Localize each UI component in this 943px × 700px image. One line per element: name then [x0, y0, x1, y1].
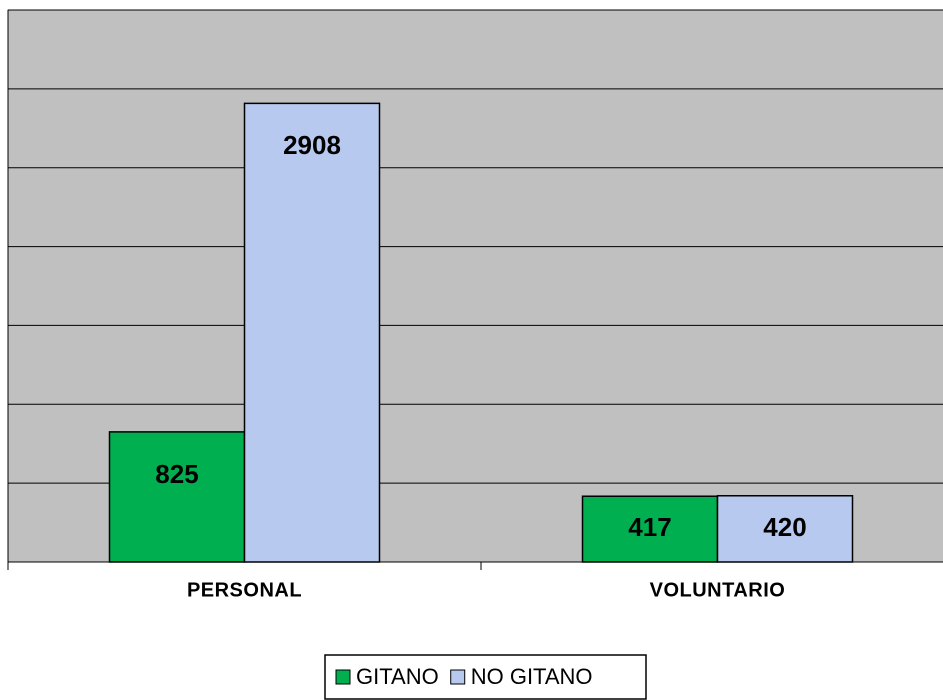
bar: [581, 495, 719, 563]
bar: [108, 431, 246, 563]
value-label: 420: [763, 512, 806, 542]
legend-label: NO GITANO: [471, 664, 593, 689]
x-tick-label: VOLUNTARIO: [650, 579, 786, 601]
x-tick-label: PERSONAL: [187, 579, 302, 601]
legend-swatch: [450, 669, 466, 685]
legend-swatch: [335, 669, 351, 685]
value-label: 417: [628, 512, 671, 542]
value-label: 825: [155, 459, 198, 489]
value-label: 2908: [283, 130, 341, 160]
legend-label: GITANO: [356, 664, 439, 689]
bar: [716, 495, 854, 563]
legend: [324, 654, 647, 700]
bar: [243, 102, 381, 563]
